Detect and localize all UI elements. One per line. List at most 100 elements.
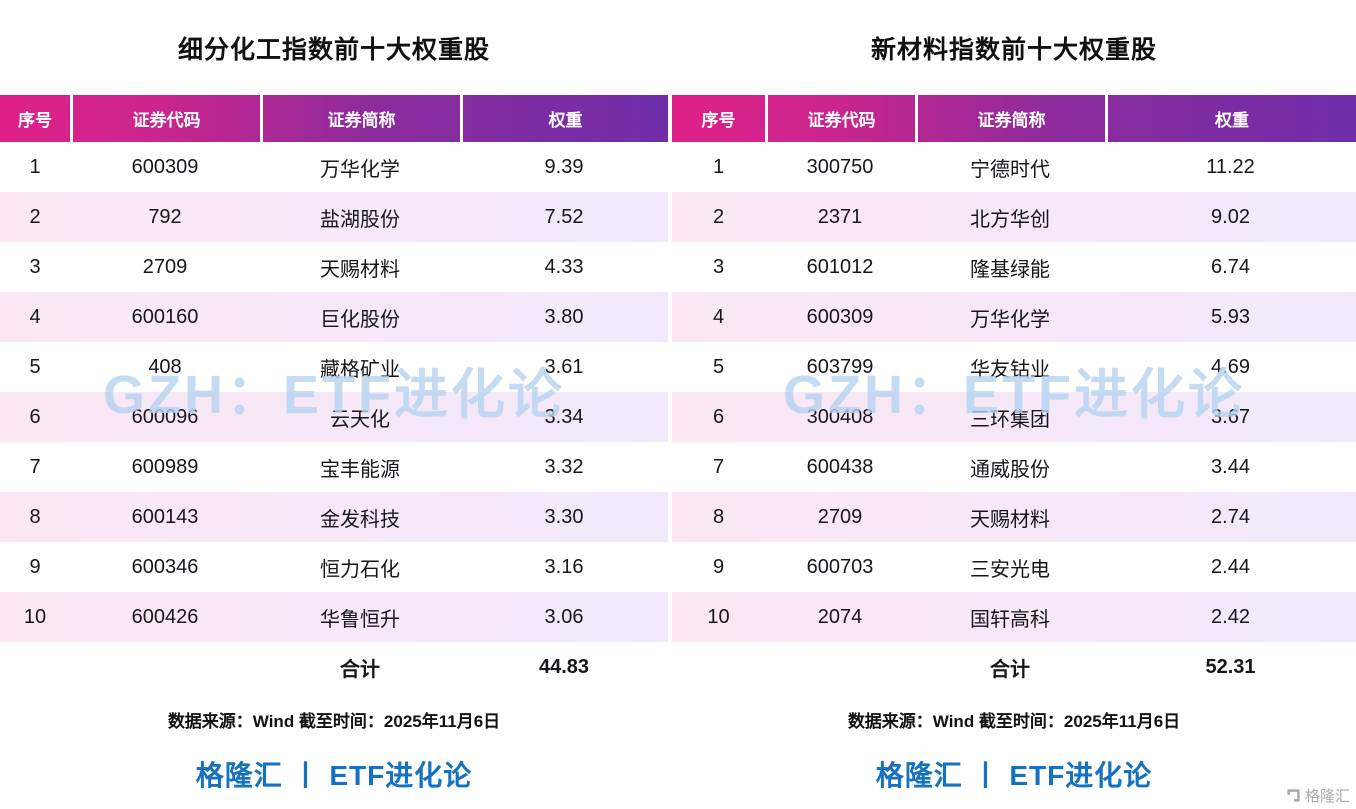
total-row: 合计 52.31: [672, 642, 1356, 692]
cell-weight: 3.80: [544, 305, 584, 328]
table-row: 9 600346 恒力石化 3.16: [0, 542, 668, 592]
cell-index: 9: [29, 555, 41, 578]
cell-index: 3: [712, 255, 725, 278]
cell-name: 国轩高科: [970, 608, 1050, 631]
table-row: 1 300750 宁德时代 11.22: [672, 142, 1356, 192]
cell-code: 600989: [131, 455, 199, 478]
cell-weight: 9.02: [1211, 205, 1250, 228]
gelonghui-logo: 格隆汇: [1286, 785, 1350, 806]
cell-weight: 7.52: [544, 205, 584, 228]
cell-code: 600426: [131, 605, 199, 628]
col-header-index: 序号: [18, 111, 52, 130]
gelonghui-logo-icon: [1287, 789, 1300, 802]
brand-footer: 格隆汇 丨 ETF进化论: [875, 760, 1153, 791]
cell-weight: 5.93: [1211, 305, 1250, 328]
cell-weight: 3.16: [544, 555, 584, 578]
table-row: 10 2074 国轩高科 2.42: [672, 592, 1356, 642]
cell-name: 三安光电: [970, 558, 1050, 581]
gelonghui-logo-text: 格隆汇: [1304, 788, 1350, 805]
col-header-weight: 权重: [460, 95, 668, 142]
cell-weight: 9.39: [544, 155, 584, 178]
cell-index: 4: [29, 305, 41, 328]
cell-code: 600346: [131, 555, 199, 578]
cell-name: 宝丰能源: [320, 458, 400, 481]
cell-index: 10: [707, 605, 730, 628]
cell-index: 2: [29, 205, 41, 228]
cell-code: 600309: [806, 305, 874, 328]
cell-index: 1: [712, 155, 725, 178]
total-row: 合计 44.83: [0, 642, 668, 692]
cell-code: 300750: [806, 155, 874, 178]
cell-name: 万华化学: [970, 308, 1050, 331]
cell-name: 北方华创: [970, 208, 1050, 231]
cell-code: 2371: [817, 205, 863, 228]
cell-name: 隆基绿能: [970, 258, 1050, 281]
cell-name: 天赐材料: [970, 508, 1050, 531]
cell-index: 6: [29, 405, 41, 428]
table-row: 3 601012 隆基绿能 6.74: [672, 242, 1356, 292]
cell-weight: 3.67: [1211, 405, 1250, 428]
cell-index: 3: [29, 255, 41, 278]
table-row: 5 408 藏格矿业 3.61: [0, 342, 668, 392]
cell-index: 4: [712, 305, 725, 328]
col-header-index: 序号: [701, 111, 736, 130]
cell-name: 华友钴业: [970, 358, 1050, 381]
cell-name: 三环集团: [970, 408, 1050, 431]
cell-name: 恒力石化: [320, 558, 400, 581]
col-header-name: 证券简称: [260, 95, 460, 142]
cell-index: 1: [29, 155, 41, 178]
cell-name: 万华化学: [320, 158, 400, 181]
cell-code: 2709: [817, 505, 863, 528]
table-row: 7 600989 宝丰能源 3.32: [0, 442, 668, 492]
cell-index: 7: [712, 455, 725, 478]
total-value: 52.31: [1205, 655, 1256, 678]
table-row: 6 600096 云天化 3.34: [0, 392, 668, 442]
cell-code: 2074: [817, 605, 863, 628]
cell-code: 600309: [131, 155, 199, 178]
cell-name: 云天化: [330, 408, 390, 431]
table-row: 2 2371 北方华创 9.02: [672, 192, 1356, 242]
cell-weight: 4.69: [1211, 355, 1250, 378]
table-row: 1 600309 万华化学 9.39: [0, 142, 668, 192]
cell-code: 2709: [142, 255, 188, 278]
total-label: 合计: [990, 658, 1030, 681]
cell-code: 792: [148, 205, 182, 228]
cell-name: 通威股份: [970, 458, 1050, 481]
cell-weight: 3.44: [1211, 455, 1250, 478]
cell-code: 600143: [131, 505, 199, 528]
weights-table-new-materials: 新材料指数前十大权重股 序号 证券代码 证券简称 权重 1 300750 宁德时…: [672, 0, 1356, 796]
cell-code: 601012: [806, 255, 874, 278]
cell-weight: 2.74: [1211, 505, 1250, 528]
table-row: 3 2709 天赐材料 4.33: [0, 242, 668, 292]
table-row: 4 600309 万华化学 5.93: [672, 292, 1356, 342]
table-row: 8 600143 金发科技 3.30: [0, 492, 668, 542]
cell-index: 7: [29, 455, 41, 478]
cell-index: 9: [712, 555, 725, 578]
cell-index: 10: [23, 605, 47, 628]
cell-index: 5: [29, 355, 41, 378]
cell-weight: 2.42: [1211, 605, 1250, 628]
cell-name: 盐湖股份: [320, 208, 400, 231]
table-row: 9 600703 三安光电 2.44: [672, 542, 1356, 592]
cell-name: 天赐材料: [320, 258, 400, 281]
cell-weight: 3.30: [544, 505, 584, 528]
table-body: 1 300750 宁德时代 11.22 2 2371 北方华创 9.02 3 6…: [672, 142, 1356, 642]
table-header-row: 序号 证券代码 证券简称 权重: [0, 95, 668, 142]
cell-code: 300408: [806, 405, 874, 428]
table-row: 8 2709 天赐材料 2.74: [672, 492, 1356, 542]
cell-name: 金发科技: [320, 508, 400, 531]
total-label: 合计: [340, 658, 380, 681]
table-row: 7 600438 通威股份 3.44: [672, 442, 1356, 492]
table-row: 6 300408 三环集团 3.67: [672, 392, 1356, 442]
table-title: 新材料指数前十大权重股: [870, 35, 1157, 64]
cell-code: 600703: [806, 555, 874, 578]
cell-weight: 6.74: [1211, 255, 1250, 278]
table-row: 4 600160 巨化股份 3.80: [0, 292, 668, 342]
cell-code: 600096: [131, 405, 199, 428]
cell-code: 603799: [806, 355, 874, 378]
table-title: 细分化工指数前十大权重股: [177, 35, 490, 64]
col-header-name: 证券简称: [915, 95, 1105, 142]
cell-index: 2: [712, 205, 725, 228]
cell-index: 6: [712, 405, 725, 428]
